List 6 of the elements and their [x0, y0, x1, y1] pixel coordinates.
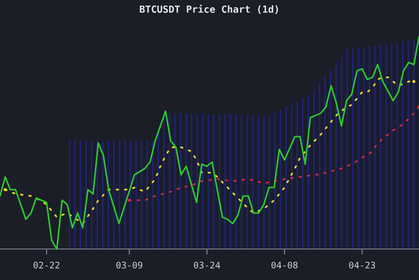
- x-tick-label: 04-23: [349, 262, 376, 269]
- x-tick-label: 03-09: [116, 262, 142, 269]
- x-tick-label: 03-24: [194, 262, 220, 269]
- x-tick-label: 02-22: [34, 262, 60, 269]
- x-tick-label: 04-08: [272, 262, 298, 269]
- chart-title: BTCUSDT Price Chart (1d): [140, 4, 278, 14]
